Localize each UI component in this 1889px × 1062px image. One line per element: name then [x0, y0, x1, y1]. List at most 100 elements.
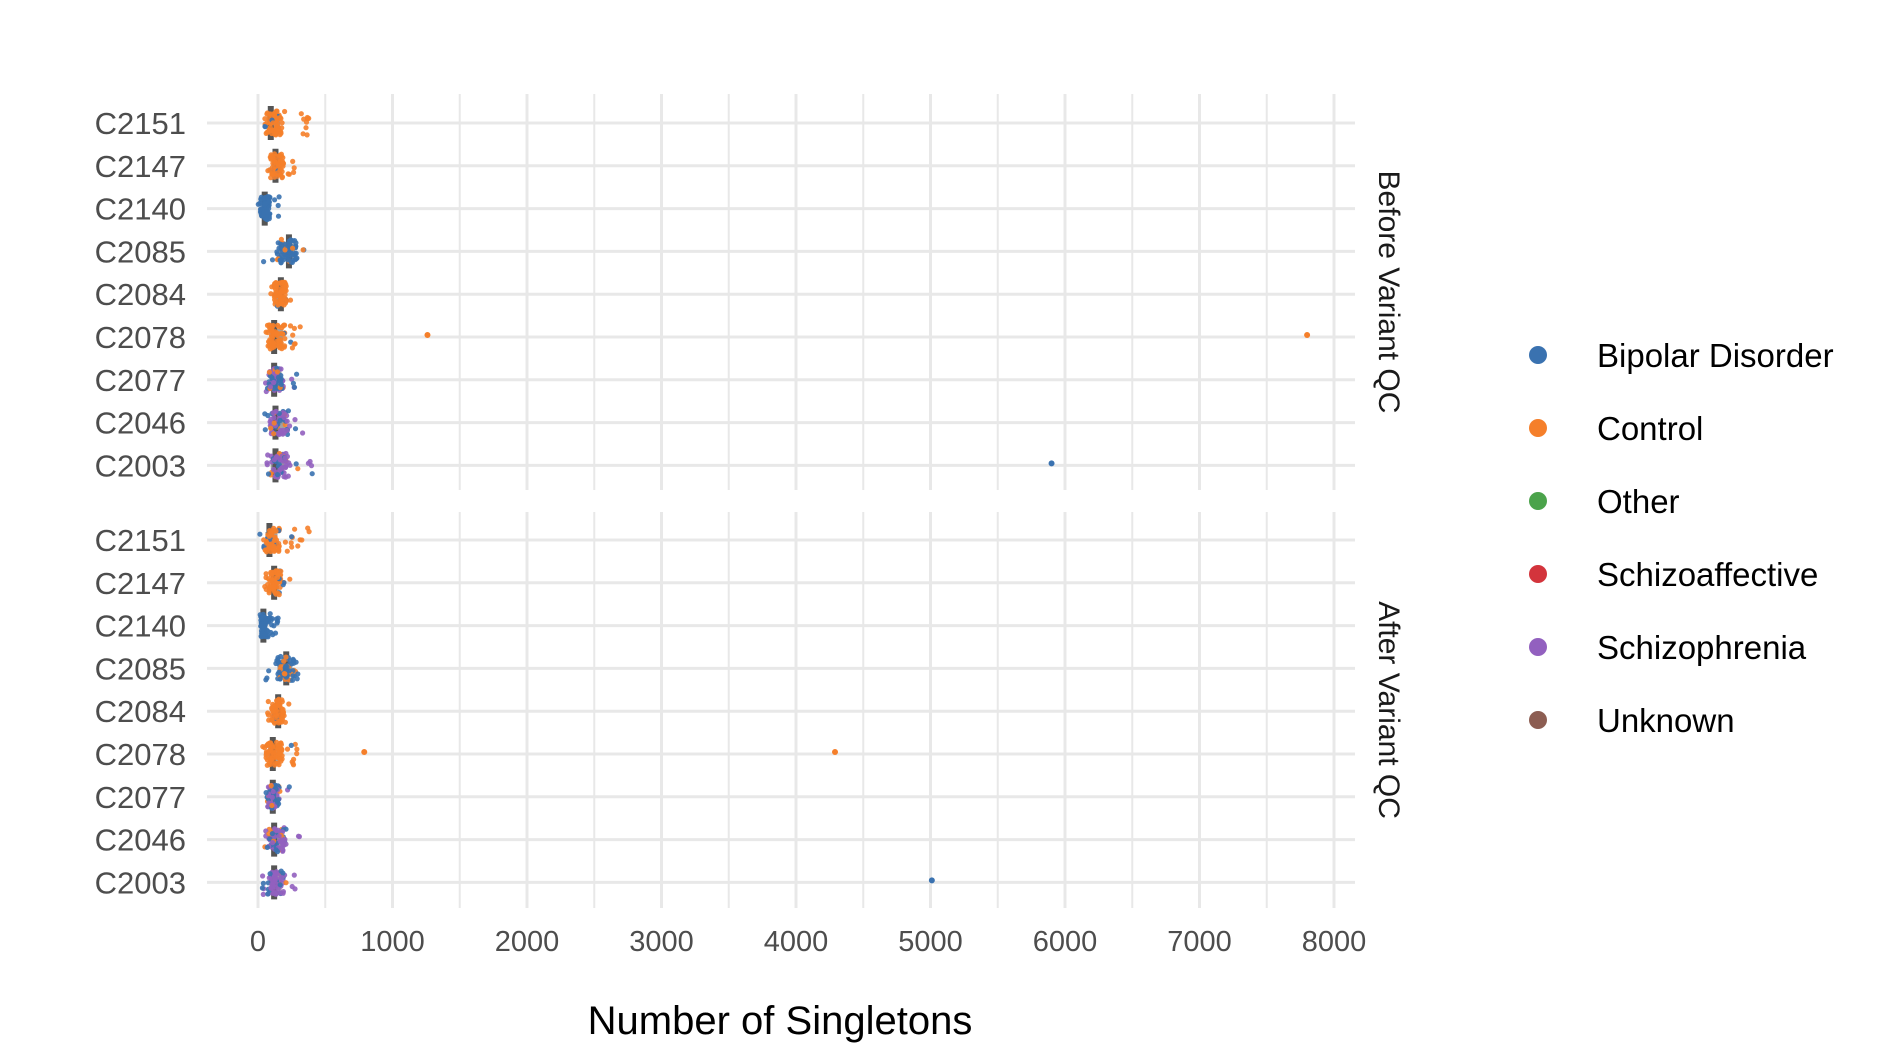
data-point — [304, 132, 310, 138]
outlier-point — [1304, 332, 1311, 338]
data-point — [290, 257, 296, 263]
legend-item: Schizophrenia — [1529, 629, 1807, 666]
category-group-C2147 — [265, 148, 297, 183]
data-point — [292, 426, 299, 432]
data-point — [275, 886, 281, 892]
facet-panel-before: C2151 C2147 C2140 C2085 C2084 C2078 C2077 C2046… — [95, 94, 1405, 490]
data-point — [255, 201, 261, 207]
data-point — [280, 709, 286, 715]
data-point — [279, 158, 285, 164]
data-point — [270, 171, 276, 178]
data-point — [294, 676, 300, 682]
data-point — [290, 380, 296, 386]
data-point — [286, 171, 292, 177]
data-point — [292, 741, 298, 747]
outlier-point — [424, 332, 431, 338]
data-point — [276, 669, 282, 675]
data-point — [286, 784, 292, 790]
data-point — [277, 882, 283, 888]
legend-key — [1529, 638, 1547, 656]
legend-label: Schizoaffective — [1597, 556, 1818, 593]
data-point — [266, 748, 272, 754]
data-point — [270, 840, 276, 846]
data-point — [286, 668, 292, 674]
legend-label: Schizophrenia — [1597, 629, 1807, 666]
data-point — [295, 671, 301, 677]
data-point — [276, 301, 282, 307]
data-point — [267, 742, 273, 748]
y-tick-label: C2046 — [95, 823, 186, 858]
data-point — [265, 471, 272, 477]
data-point — [269, 130, 275, 137]
data-point — [280, 285, 286, 291]
data-point — [289, 376, 295, 382]
y-tick-label: C2151 — [95, 523, 186, 558]
data-point — [275, 213, 282, 219]
data-point — [264, 549, 270, 555]
data-point — [276, 194, 282, 200]
legend-key — [1529, 346, 1547, 364]
data-point — [292, 886, 298, 892]
data-point — [275, 202, 281, 209]
data-point — [278, 366, 284, 372]
data-point — [289, 544, 295, 550]
data-point — [265, 576, 271, 582]
data-point — [262, 584, 268, 590]
data-point — [282, 455, 288, 461]
data-point — [262, 124, 268, 130]
data-point — [277, 839, 283, 845]
data-point — [278, 151, 284, 157]
y-tick-label: C2151 — [95, 106, 186, 141]
data-point — [269, 284, 275, 290]
data-point — [287, 323, 294, 329]
x-tick-label: 2000 — [495, 926, 560, 958]
data-point — [270, 120, 276, 126]
data-point — [294, 746, 300, 752]
data-point — [268, 425, 274, 431]
data-point — [277, 342, 283, 348]
y-tick-label: C2078 — [95, 320, 186, 355]
data-point — [271, 415, 277, 421]
data-point — [282, 539, 288, 545]
data-point — [269, 257, 276, 263]
category-group-C2084 — [268, 277, 294, 312]
category-group-C2077 — [263, 362, 300, 397]
data-point — [274, 472, 281, 478]
data-point — [278, 381, 284, 387]
category-group-C2046 — [262, 822, 302, 857]
data-point — [280, 163, 286, 169]
data-point — [282, 108, 288, 115]
data-point — [277, 114, 283, 121]
data-point — [269, 794, 275, 801]
data-point — [273, 342, 279, 348]
data-point — [291, 660, 297, 666]
data-point — [303, 125, 309, 131]
data-point — [280, 847, 286, 853]
data-point — [280, 294, 286, 300]
legend-key — [1529, 419, 1547, 437]
data-point — [266, 668, 272, 674]
data-point — [287, 423, 293, 429]
data-point — [272, 111, 278, 117]
data-point — [265, 412, 271, 419]
x-tick-label: 3000 — [629, 926, 694, 958]
outlier-point — [1048, 460, 1055, 467]
data-point — [276, 720, 282, 726]
data-point — [274, 849, 281, 855]
data-point — [265, 634, 271, 640]
data-point — [297, 324, 303, 330]
data-point — [279, 331, 286, 337]
category-group-C2085 — [261, 234, 307, 269]
data-point — [281, 671, 287, 677]
legend-label: Bipolar Disorder — [1597, 337, 1834, 374]
data-point — [263, 216, 269, 222]
data-point — [291, 325, 297, 331]
category-group-C2147 — [262, 565, 293, 600]
data-point — [292, 417, 298, 423]
data-point — [291, 165, 297, 171]
data-point — [263, 571, 269, 577]
data-point — [266, 322, 272, 328]
x-tick-label: 5000 — [898, 926, 963, 958]
data-point — [267, 611, 273, 617]
data-point — [291, 756, 297, 763]
